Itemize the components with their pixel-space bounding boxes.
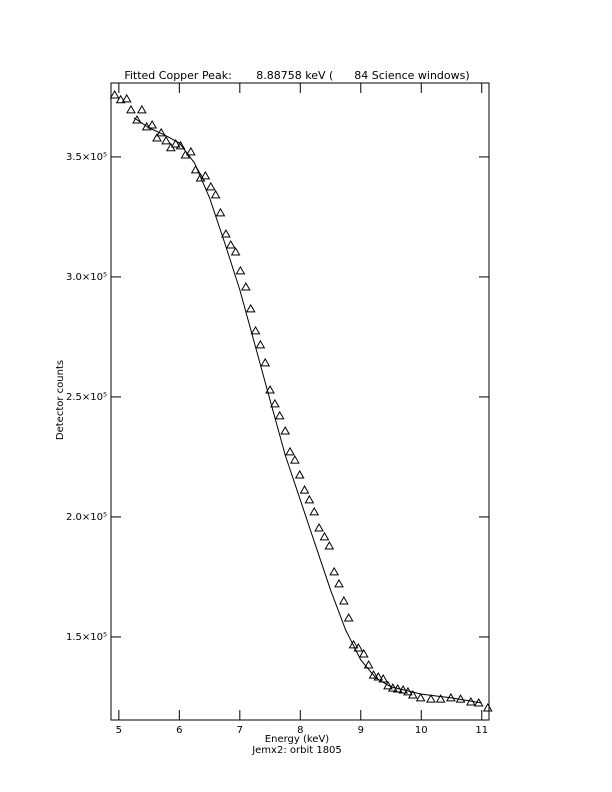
data-point (368, 670, 379, 679)
x-tick-label: 11 (475, 725, 488, 736)
data-point (121, 93, 132, 103)
data-point (348, 639, 359, 649)
data-point (170, 138, 181, 148)
fit-line (133, 117, 482, 704)
data-point (309, 506, 320, 516)
data-point (152, 132, 162, 142)
data-point (435, 694, 446, 703)
data-point (210, 189, 221, 199)
data-point (255, 339, 266, 349)
data-point (200, 170, 211, 180)
data-point (274, 410, 285, 420)
data-point (225, 240, 236, 249)
data-point (115, 94, 126, 104)
data-point (324, 540, 335, 550)
x-tick-label: 10 (415, 725, 428, 736)
y-tick-label: 3.5×10⁵ (66, 152, 107, 163)
data-point (415, 692, 426, 702)
data-point (250, 325, 261, 335)
data-point (319, 531, 330, 541)
x-tick-label: 5 (116, 725, 122, 736)
data-point (294, 469, 305, 479)
data-point (175, 140, 186, 150)
x-tick-label: 7 (237, 725, 243, 736)
data-point (343, 612, 354, 622)
data-point (132, 114, 142, 124)
data-point (329, 566, 340, 576)
plot-frame (110, 82, 490, 721)
data-point (289, 455, 300, 464)
data-point (482, 702, 493, 712)
data-point (285, 446, 295, 456)
data-point (265, 384, 275, 394)
data-point (280, 426, 291, 435)
data-point (426, 694, 436, 703)
data-point (304, 494, 315, 504)
y-tick-label: 2.5×10⁵ (66, 392, 107, 403)
chart-title: Fitted Copper Peak: 8.88758 keV ( 84 Sci… (124, 69, 469, 82)
data-point (109, 89, 120, 99)
data-point (314, 522, 324, 532)
y-tick-label: 2.0×10⁵ (66, 512, 107, 523)
x-tick-label: 9 (358, 725, 364, 736)
data-point (235, 265, 246, 275)
data-point (136, 104, 147, 114)
data-point (221, 228, 231, 238)
data-point (373, 672, 384, 681)
data-point (358, 648, 369, 658)
data-point (383, 680, 393, 690)
data-point (334, 578, 344, 588)
data-point (260, 357, 271, 367)
data-point (185, 146, 196, 156)
data-point (147, 119, 157, 129)
data-point (230, 246, 241, 256)
data-point (161, 135, 171, 145)
data-point (205, 181, 216, 191)
data-point (270, 398, 280, 408)
data-point (407, 690, 418, 699)
subtitle: Jemx2: orbit 1805 (251, 745, 342, 756)
data-point (245, 303, 256, 313)
data-point (299, 485, 310, 494)
data-point (353, 642, 364, 652)
data-point (241, 282, 251, 291)
data-point (338, 595, 349, 605)
x-axis-label: Energy (keV) (265, 734, 330, 745)
data-point (215, 207, 226, 217)
y-tick-label: 3.0×10⁵ (66, 272, 107, 283)
y-axis-label: Detector counts (55, 360, 66, 440)
y-tick-label: 1.5×10⁵ (66, 632, 107, 643)
x-tick-label: 8 (297, 725, 303, 736)
data-point (126, 104, 136, 114)
data-point (363, 660, 374, 669)
x-tick-label: 6 (176, 725, 182, 736)
